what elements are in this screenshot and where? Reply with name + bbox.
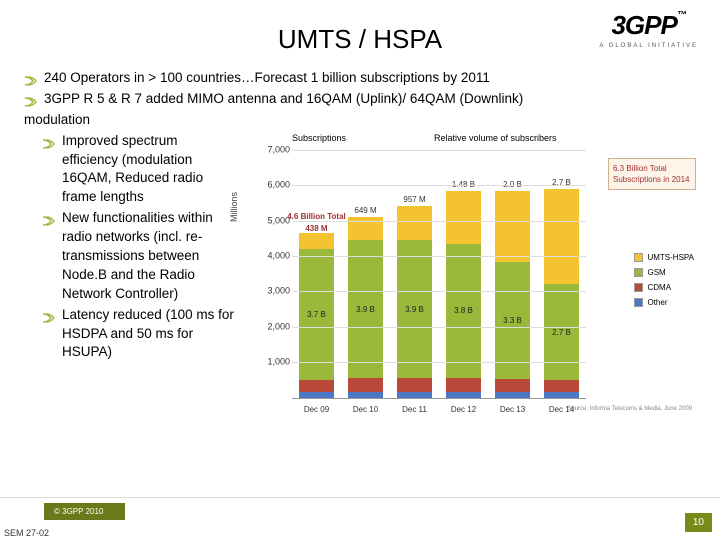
bullet-line: 3GPP R 5 & R 7 added MIMO antenna and 16… [24, 90, 696, 109]
page-title: UMTS / HSPA [24, 24, 696, 55]
bullet-icon [42, 310, 58, 322]
chart-subtitle: Subscriptions [292, 132, 346, 145]
bullet-line: Latency reduced (100 ms for HSDPA and 50… [42, 306, 234, 363]
footer-sem: SEM 27-02 [4, 528, 49, 538]
callout-box: 6.3 Billion Total Subscriptions in 2014 [608, 158, 696, 190]
bullet-text: New functionalities within radio network… [62, 209, 234, 303]
left-bullets: Improved spectrum efficiency (modulation… [24, 132, 234, 432]
bullet-line: Improved spectrum efficiency (modulation… [42, 132, 234, 208]
bullet-text: Improved spectrum efficiency (modulation… [62, 132, 234, 208]
y-axis-label: Millions [228, 192, 241, 222]
footer-chevron: © 3GPP 2010 [44, 503, 125, 520]
logo-text: 3GPP™ [599, 10, 698, 41]
bullet-icon [42, 213, 58, 225]
bullet-text: 240 Operators in > 100 countries…Forecas… [44, 69, 490, 88]
legend: UMTS-HSPAGSMCDMAOther [634, 252, 694, 313]
x-axis: Dec 09Dec 10Dec 11Dec 12Dec 13Dec 14 [292, 404, 586, 415]
y-axis: 1,0002,0003,0004,0005,0006,0007,000 [262, 150, 290, 398]
bars: 3.7 B4.6 Billion Total 438 M3.9 B649 M3.… [292, 150, 586, 398]
stacked-bar-chart: Subscriptions Relative volume of subscri… [234, 132, 694, 432]
bullet-line: 240 Operators in > 100 countries…Forecas… [24, 69, 696, 88]
bullet-line: New functionalities within radio network… [42, 209, 234, 303]
slide: 3GPP™ A GLOBAL INITIATIVE UMTS / HSPA 24… [0, 0, 720, 540]
chart-subtitle: Relative volume of subscribers [434, 132, 557, 145]
logo-3gpp: 3GPP™ A GLOBAL INITIATIVE [599, 10, 698, 49]
bullet-icon [42, 136, 58, 148]
page-number: 10 [685, 513, 712, 532]
logo-subtitle: A GLOBAL INITIATIVE [599, 43, 698, 49]
bullet-icon [24, 94, 40, 106]
plot-area: 3.7 B4.6 Billion Total 438 M3.9 B649 M3.… [292, 150, 586, 398]
chart-area: Subscriptions Relative volume of subscri… [234, 132, 696, 432]
divider [0, 497, 720, 498]
content: 240 Operators in > 100 countries…Forecas… [24, 69, 696, 432]
bullet-icon [24, 73, 40, 85]
bullet-text: 3GPP R 5 & R 7 added MIMO antenna and 16… [44, 90, 523, 109]
bullet-text: Latency reduced (100 ms for HSDPA and 50… [62, 306, 234, 363]
chart-source: Source: Informa Telecoms & Media, June 2… [567, 405, 692, 413]
bullet-wrap: modulation [24, 111, 696, 130]
footer: © 3GPP 2010 SEM 27-02 10 [0, 504, 720, 540]
copyright: © 3GPP 2010 [44, 503, 125, 520]
